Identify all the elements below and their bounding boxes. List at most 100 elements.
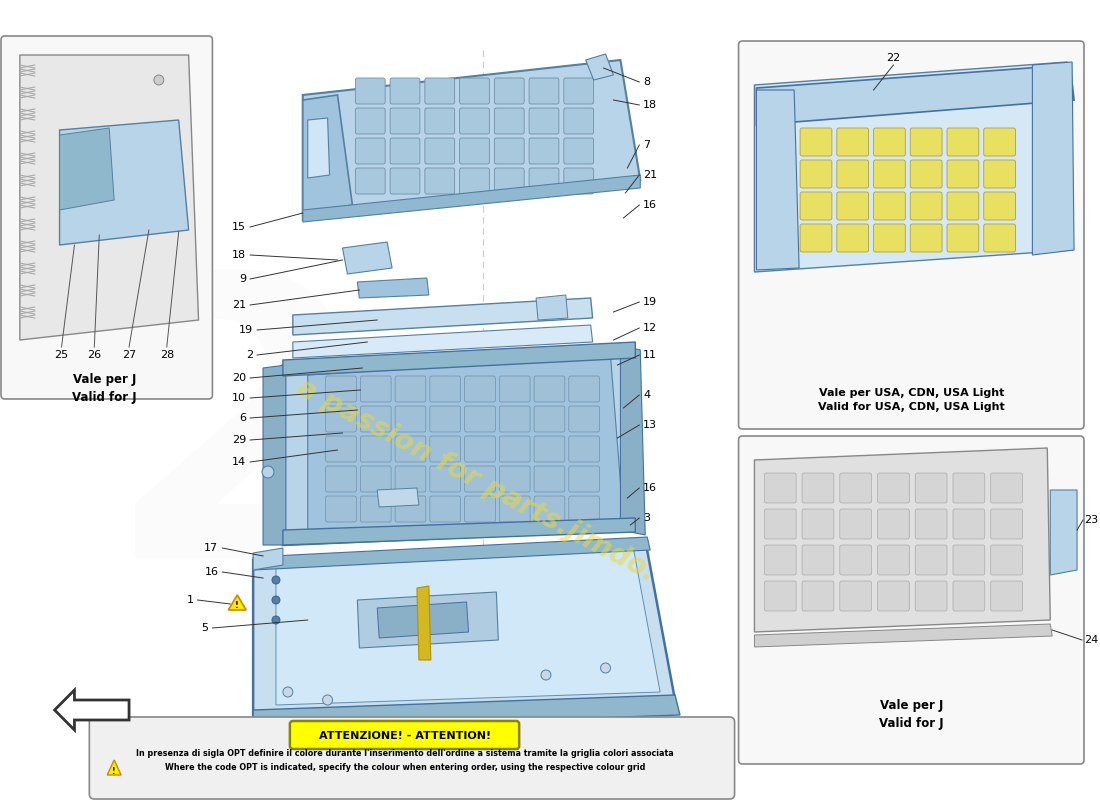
Polygon shape: [253, 537, 650, 570]
FancyBboxPatch shape: [464, 496, 495, 522]
FancyBboxPatch shape: [564, 108, 594, 134]
FancyBboxPatch shape: [839, 581, 871, 611]
Circle shape: [262, 466, 274, 478]
Polygon shape: [308, 356, 624, 535]
Text: 28: 28: [160, 350, 174, 360]
FancyBboxPatch shape: [460, 78, 490, 104]
Circle shape: [272, 616, 279, 624]
Text: 1: 1: [187, 595, 194, 605]
FancyBboxPatch shape: [983, 160, 1015, 188]
FancyBboxPatch shape: [878, 545, 910, 575]
Polygon shape: [59, 128, 114, 210]
FancyBboxPatch shape: [460, 168, 490, 194]
Text: 27: 27: [122, 350, 136, 360]
Text: 17: 17: [205, 543, 219, 553]
FancyBboxPatch shape: [564, 78, 594, 104]
Polygon shape: [283, 345, 636, 545]
Text: 9: 9: [239, 274, 246, 284]
FancyBboxPatch shape: [499, 466, 530, 492]
FancyBboxPatch shape: [464, 466, 495, 492]
Polygon shape: [253, 548, 283, 570]
Text: 14: 14: [232, 457, 246, 467]
Text: 21: 21: [232, 300, 246, 310]
Polygon shape: [276, 548, 660, 705]
FancyBboxPatch shape: [911, 128, 942, 156]
Text: 19: 19: [644, 297, 658, 307]
Text: 16: 16: [205, 567, 219, 577]
FancyBboxPatch shape: [430, 406, 461, 432]
FancyBboxPatch shape: [802, 581, 834, 611]
FancyBboxPatch shape: [430, 436, 461, 462]
FancyBboxPatch shape: [355, 108, 385, 134]
FancyBboxPatch shape: [564, 138, 594, 164]
Polygon shape: [302, 95, 352, 215]
FancyBboxPatch shape: [738, 436, 1084, 764]
Text: 29: 29: [232, 435, 246, 445]
FancyBboxPatch shape: [326, 496, 356, 522]
Polygon shape: [585, 54, 614, 80]
FancyBboxPatch shape: [430, 466, 461, 492]
FancyBboxPatch shape: [947, 160, 979, 188]
Text: 16: 16: [644, 200, 658, 210]
FancyBboxPatch shape: [764, 509, 796, 539]
FancyBboxPatch shape: [390, 168, 420, 194]
Polygon shape: [293, 325, 593, 358]
FancyBboxPatch shape: [878, 581, 910, 611]
FancyBboxPatch shape: [839, 545, 871, 575]
FancyBboxPatch shape: [991, 581, 1023, 611]
FancyBboxPatch shape: [460, 108, 490, 134]
FancyBboxPatch shape: [911, 192, 942, 220]
FancyBboxPatch shape: [326, 466, 356, 492]
FancyBboxPatch shape: [839, 509, 871, 539]
Text: In presenza di sigla OPT definire il colore durante l'inserimento dell'ordine a : In presenza di sigla OPT definire il col…: [136, 750, 674, 758]
Polygon shape: [229, 595, 246, 610]
FancyBboxPatch shape: [425, 138, 454, 164]
FancyBboxPatch shape: [764, 581, 796, 611]
FancyBboxPatch shape: [764, 545, 796, 575]
FancyBboxPatch shape: [529, 78, 559, 104]
FancyBboxPatch shape: [915, 545, 947, 575]
Polygon shape: [59, 120, 188, 245]
FancyBboxPatch shape: [395, 436, 426, 462]
Polygon shape: [293, 298, 593, 335]
Text: 22: 22: [887, 53, 901, 63]
FancyBboxPatch shape: [915, 581, 947, 611]
Polygon shape: [757, 65, 1074, 125]
FancyBboxPatch shape: [535, 466, 564, 492]
Text: 16: 16: [644, 483, 658, 493]
Polygon shape: [377, 488, 419, 507]
Polygon shape: [620, 345, 646, 535]
Text: 12: 12: [644, 323, 658, 333]
FancyBboxPatch shape: [535, 406, 564, 432]
Text: 5: 5: [201, 623, 209, 633]
Text: ATTENZIONE! - ATTENTION!: ATTENZIONE! - ATTENTION!: [319, 731, 491, 741]
Text: 4: 4: [644, 390, 650, 400]
FancyBboxPatch shape: [878, 509, 910, 539]
Text: 11: 11: [644, 350, 658, 360]
Polygon shape: [755, 448, 1050, 632]
FancyBboxPatch shape: [464, 406, 495, 432]
FancyBboxPatch shape: [837, 128, 869, 156]
FancyBboxPatch shape: [499, 376, 530, 402]
Text: Vale per J
Valid for J: Vale per J Valid for J: [72, 373, 136, 403]
FancyBboxPatch shape: [878, 473, 910, 503]
FancyBboxPatch shape: [947, 192, 979, 220]
Text: 18: 18: [644, 100, 658, 110]
Text: 23: 23: [1084, 515, 1098, 525]
Polygon shape: [20, 55, 198, 340]
FancyBboxPatch shape: [764, 473, 796, 503]
FancyBboxPatch shape: [499, 406, 530, 432]
FancyBboxPatch shape: [499, 496, 530, 522]
FancyBboxPatch shape: [326, 406, 356, 432]
Polygon shape: [358, 592, 498, 648]
Text: 18: 18: [232, 250, 246, 260]
FancyBboxPatch shape: [535, 436, 564, 462]
Text: 25: 25: [55, 350, 68, 360]
FancyBboxPatch shape: [947, 128, 979, 156]
Polygon shape: [417, 586, 431, 660]
Text: 6: 6: [239, 413, 246, 423]
Polygon shape: [263, 365, 286, 545]
Circle shape: [601, 663, 610, 673]
FancyBboxPatch shape: [911, 224, 942, 252]
FancyBboxPatch shape: [361, 466, 392, 492]
